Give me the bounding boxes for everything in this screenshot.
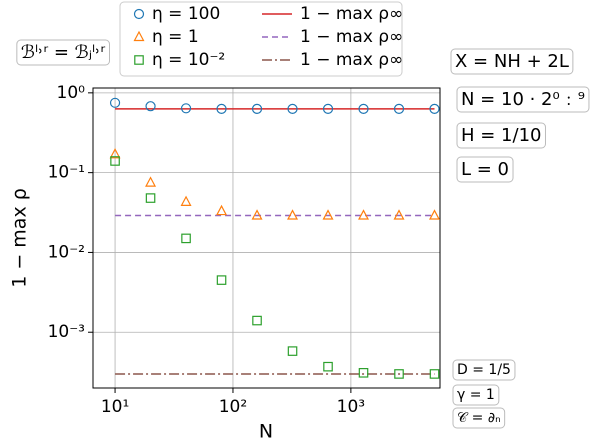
legend-box bbox=[119, 1, 403, 77]
data-point bbox=[287, 346, 298, 356]
legend-label: η = 100 bbox=[152, 4, 220, 24]
y-tick-label: 10⁻¹ bbox=[48, 163, 85, 183]
data-point bbox=[322, 103, 334, 114]
data-point bbox=[181, 233, 191, 244]
grid bbox=[93, 88, 440, 388]
data-point bbox=[323, 361, 333, 372]
data-point bbox=[145, 193, 156, 203]
legend-marker bbox=[133, 8, 145, 20]
data-point bbox=[216, 204, 228, 216]
data-point bbox=[145, 176, 157, 187]
data-point bbox=[287, 103, 298, 114]
annotation: D = 1/5 bbox=[457, 362, 511, 378]
data-point bbox=[252, 315, 262, 326]
y-tick-label: 10⁰ bbox=[57, 83, 86, 103]
data-point bbox=[216, 275, 227, 285]
data-point bbox=[109, 147, 121, 159]
y-axis-label: 1 − max ρ bbox=[9, 188, 31, 288]
legend-label: 1 − max ρ∞ bbox=[300, 27, 403, 47]
annotation-box bbox=[16, 39, 110, 66]
x-axis-label: N bbox=[259, 421, 273, 443]
data-point bbox=[358, 368, 369, 378]
data-point bbox=[358, 103, 369, 114]
annotation: 𝒞 = ∂ₙ bbox=[457, 410, 501, 426]
data-point bbox=[216, 103, 227, 114]
x-tick-label: 10³ bbox=[337, 397, 365, 417]
annotation-box bbox=[452, 359, 516, 381]
plot-frame bbox=[92, 87, 441, 389]
annotation: L = 0 bbox=[461, 159, 509, 180]
legend: η = 100 η = 1 η = 10⁻² 1 − max ρ∞ 1 − max ρ∞… bbox=[119, 1, 403, 77]
x-tick-label: 10² bbox=[219, 397, 247, 417]
annotation: X = NH + 2L bbox=[455, 51, 569, 72]
annotation-box bbox=[456, 156, 514, 183]
legend-label: 1 − max ρ∞ bbox=[300, 50, 403, 70]
data-point bbox=[180, 103, 192, 114]
legend-label: η = 1 bbox=[152, 27, 199, 47]
y-tick-label: 10⁻³ bbox=[48, 322, 85, 342]
data-point bbox=[109, 97, 121, 108]
data-point bbox=[110, 156, 120, 166]
data-point bbox=[251, 103, 263, 114]
legend-label: 1 − max ρ∞ bbox=[300, 4, 403, 24]
annotation-box bbox=[456, 122, 546, 149]
annotation-box bbox=[452, 384, 500, 406]
annotation-box bbox=[450, 48, 574, 75]
annotation: H = 1/10 bbox=[461, 125, 541, 146]
data-point bbox=[180, 195, 192, 206]
annotation-box bbox=[456, 86, 590, 113]
data-point bbox=[322, 209, 334, 220]
data-point bbox=[429, 369, 440, 379]
data-point bbox=[393, 103, 405, 114]
data-point bbox=[429, 103, 440, 114]
data-point bbox=[251, 209, 263, 220]
x-tick-label: 10¹ bbox=[101, 397, 129, 417]
annotation: γ = 1 bbox=[457, 387, 495, 403]
data-point bbox=[394, 369, 404, 379]
legend-label: η = 10⁻² bbox=[152, 50, 225, 70]
annotation: ℬˡ˒ʳ = ℬⱼˡ˒ʳ bbox=[21, 42, 106, 63]
annotation: N = 10 · 2⁰﹕⁹ bbox=[461, 89, 585, 110]
data-point bbox=[393, 209, 405, 220]
annotation-box bbox=[452, 407, 506, 429]
data-point bbox=[145, 101, 156, 112]
data-point bbox=[287, 209, 299, 220]
legend-marker bbox=[134, 55, 144, 65]
data-point bbox=[429, 209, 441, 220]
data-point bbox=[358, 209, 370, 220]
y-tick-label: 10⁻² bbox=[48, 242, 85, 262]
legend-marker bbox=[133, 30, 145, 42]
